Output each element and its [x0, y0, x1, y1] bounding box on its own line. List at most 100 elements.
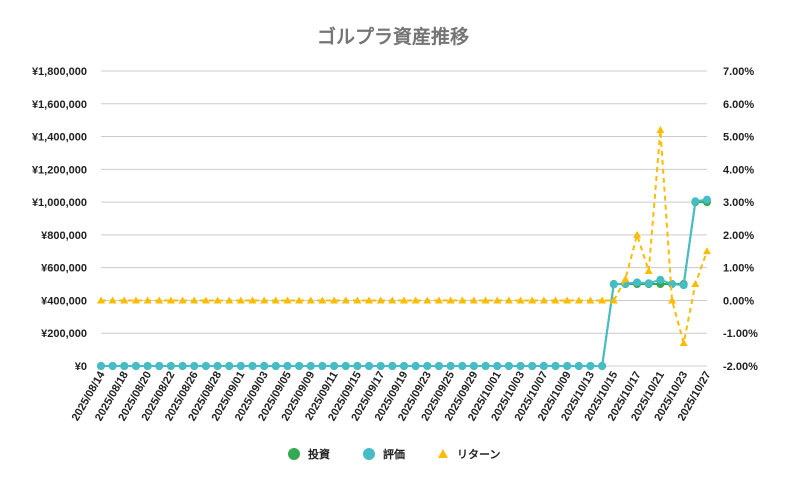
- data-point: [365, 296, 374, 304]
- data-point: [516, 362, 525, 370]
- data-point: [318, 296, 327, 304]
- data-point: [213, 296, 222, 304]
- data-point: [365, 362, 374, 370]
- data-point: [574, 362, 583, 370]
- data-point: [388, 362, 397, 370]
- data-point: [691, 280, 700, 288]
- y-tick-label: ¥1,400,000: [32, 132, 87, 144]
- y-tick-label: ¥200,000: [41, 328, 87, 340]
- data-point: [644, 266, 653, 274]
- data-point: [260, 296, 269, 304]
- data-point: [679, 281, 688, 290]
- data-point: [108, 296, 117, 304]
- data-point: [400, 362, 408, 370]
- data-point: [330, 362, 339, 370]
- data-point: [493, 296, 502, 304]
- legend-item: 評価: [363, 447, 405, 461]
- y-tick-label: ¥0: [75, 361, 87, 373]
- data-point: [131, 296, 140, 304]
- data-point: [166, 296, 175, 304]
- y2-tick-label: 6.00%: [723, 99, 754, 111]
- data-point: [563, 362, 572, 370]
- grid-lines: [101, 70, 707, 367]
- data-point: [446, 296, 455, 304]
- legend-item: 投資: [288, 447, 330, 461]
- data-point: [376, 296, 385, 304]
- y2-tick-label: 0.00%: [723, 295, 754, 307]
- data-point: [528, 296, 537, 304]
- y2-tick-label: 4.00%: [723, 164, 754, 176]
- data-point: [97, 362, 105, 370]
- series-line: [101, 129, 708, 345]
- data-point: [469, 362, 478, 370]
- legend-triangle-icon: [438, 449, 448, 458]
- data-point: [504, 296, 513, 304]
- chart-title: ゴルプラ資産推移: [317, 25, 469, 48]
- data-point: [400, 296, 408, 304]
- data-point: [481, 362, 490, 370]
- data-point: [271, 296, 280, 304]
- data-point: [376, 362, 385, 370]
- data-point: [493, 362, 502, 370]
- data-point: [201, 296, 210, 304]
- y-tick-label: ¥400,000: [41, 295, 87, 307]
- y2-tick-label: 5.00%: [723, 132, 754, 144]
- data-point: [213, 362, 222, 370]
- data-point: [621, 275, 630, 283]
- y-axis-right: -2.00% -1.00% 0.00% 1.00% 2.00% 3.00% 4.00% 5.0…: [723, 66, 758, 373]
- data-point: [108, 362, 117, 370]
- data-point: [633, 278, 642, 287]
- data-point: [166, 362, 175, 370]
- data-point: [236, 296, 245, 304]
- data-point: [236, 362, 245, 370]
- data-point: [609, 280, 618, 289]
- data-point: [225, 362, 234, 370]
- data-point: [201, 362, 210, 370]
- legend-circle-icon: [288, 448, 300, 460]
- data-point: [260, 362, 269, 370]
- data-point: [633, 230, 642, 238]
- y2-tick-label: 1.00%: [723, 263, 754, 275]
- data-point: [574, 296, 583, 304]
- data-point: [283, 296, 292, 304]
- data-point: [703, 247, 711, 255]
- data-point: [551, 362, 560, 370]
- data-point: [353, 296, 362, 304]
- y-tick-label: ¥1,200,000: [32, 164, 87, 176]
- data-point: [120, 296, 129, 304]
- data-point: [644, 279, 653, 288]
- data-point: [668, 296, 677, 304]
- data-point: [609, 296, 618, 304]
- data-point: [598, 362, 607, 370]
- data-point: [528, 362, 537, 370]
- data-point: [516, 296, 525, 304]
- series-layer: [97, 126, 711, 370]
- data-point: [539, 296, 548, 304]
- y2-tick-label: 2.00%: [723, 230, 754, 242]
- y-tick-label: ¥800,000: [41, 230, 87, 242]
- data-point: [434, 296, 443, 304]
- data-point: [586, 296, 595, 304]
- x-axis: 2025/08/142025/08/182025/08/202025/08/22…: [70, 369, 714, 423]
- data-point: [248, 296, 257, 304]
- legend-circle-icon: [363, 448, 375, 460]
- data-point: [341, 296, 350, 304]
- data-point: [679, 339, 688, 347]
- data-point: [563, 296, 572, 304]
- data-point: [423, 362, 432, 370]
- series-リターン: [97, 126, 711, 347]
- data-point: [388, 296, 397, 304]
- data-point: [691, 197, 700, 206]
- data-point: [155, 362, 164, 370]
- data-point: [178, 296, 187, 304]
- data-point: [295, 362, 304, 370]
- data-point: [225, 296, 234, 304]
- data-point: [97, 296, 105, 304]
- legend-item: リターン: [438, 448, 500, 461]
- data-point: [481, 296, 490, 304]
- y-tick-label: ¥1,000,000: [32, 197, 87, 209]
- data-point: [295, 296, 304, 304]
- data-point: [318, 362, 327, 370]
